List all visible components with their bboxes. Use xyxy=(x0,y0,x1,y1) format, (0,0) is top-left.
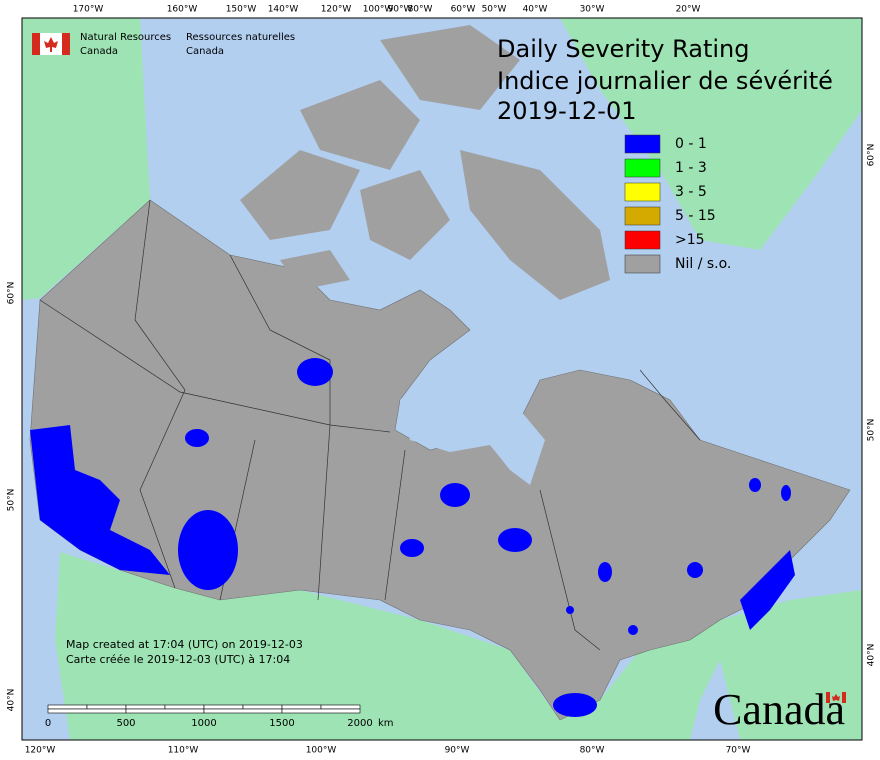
island xyxy=(240,150,360,240)
legend-swatch xyxy=(624,254,661,274)
agency-fr: Canada xyxy=(186,46,224,57)
scale-label: 2000 xyxy=(347,718,372,729)
scale-segment xyxy=(203,704,244,710)
legend-swatch xyxy=(624,230,661,250)
legend-label: 0 - 1 xyxy=(675,136,707,152)
legend-swatch xyxy=(624,206,661,226)
scale-segment xyxy=(320,704,361,710)
island xyxy=(380,25,520,110)
hudson-bay xyxy=(400,370,545,485)
scale-segment xyxy=(242,704,283,710)
canada-mainland xyxy=(29,199,851,721)
longitude-label: 110°W xyxy=(168,746,199,756)
title: Daily Severity Rating xyxy=(497,35,749,63)
legend-swatch xyxy=(624,158,661,178)
agency-fr: Ressources naturelles xyxy=(186,32,295,43)
longitude-label: 80°W xyxy=(408,5,433,15)
longitude-label: 170°W xyxy=(73,5,104,15)
longitude-label: 120°W xyxy=(25,746,56,756)
longitude-label: 70°W xyxy=(726,746,751,756)
greenland xyxy=(560,18,862,250)
longitude-label: 60°W xyxy=(451,5,476,15)
title: Indice journalier de sévérité xyxy=(497,67,833,95)
longitude-label: 40°W xyxy=(523,5,548,15)
island xyxy=(280,250,350,290)
longitude-label: 30°W xyxy=(580,5,605,15)
longitude-label: 100°W xyxy=(306,746,337,756)
scale-segment xyxy=(203,708,283,714)
scale-bar: 0 500 1000 1500 2000 km xyxy=(45,704,394,729)
longitude-label: 160°W xyxy=(167,5,198,15)
longitude-label: 80°W xyxy=(580,746,605,756)
latitude-label: 60°N xyxy=(7,282,17,305)
united-states xyxy=(55,552,862,740)
scale-label: 500 xyxy=(116,718,135,729)
legend: 0 - 1 1 - 3 3 - 5 5 - 15 >15 Nil / s.o. xyxy=(624,134,731,274)
date: 2019-12-01 xyxy=(497,97,636,125)
agency-en: Natural Resources xyxy=(80,32,171,43)
longitude-label: 90°W xyxy=(445,746,470,756)
legend-label: Nil / s.o. xyxy=(675,256,731,272)
legend-label: 5 - 15 xyxy=(675,208,716,224)
legend-label: 1 - 3 xyxy=(675,160,707,176)
agency-en: Canada xyxy=(80,46,118,57)
latitude-label: 50°N xyxy=(867,419,877,442)
logo xyxy=(32,33,70,55)
longitude-label: 90°W xyxy=(388,5,413,15)
wordmark: Canada xyxy=(713,685,845,734)
longitude-label: 140°W xyxy=(268,5,299,15)
latitude-label: 50°N xyxy=(7,489,17,512)
scale-unit: km xyxy=(378,718,394,729)
latitude-label: 40°N xyxy=(867,644,877,667)
credit: Carte créée le 2019-12-03 (UTC) à 17:04 xyxy=(66,653,290,666)
credit: Map created at 17:04 (UTC) on 2019-12-03 xyxy=(66,638,303,651)
latitude-label: 60°N xyxy=(867,144,877,167)
wordmark-flag xyxy=(826,692,846,703)
legend-swatch xyxy=(624,182,661,202)
island xyxy=(300,80,420,170)
scale-segment xyxy=(125,708,205,714)
longitude-label: 150°W xyxy=(226,5,257,15)
legend-swatch xyxy=(624,134,661,154)
baffin-island xyxy=(460,150,610,300)
longitude-label: 120°W xyxy=(321,5,352,15)
legend-label: >15 xyxy=(675,232,705,248)
scale-label: 1500 xyxy=(269,718,294,729)
legend-label: 3 - 5 xyxy=(675,184,707,200)
longitude-label: 100°W xyxy=(363,5,394,15)
scale-segment xyxy=(86,704,127,710)
scale-segment xyxy=(125,704,166,710)
scale-segment xyxy=(281,708,361,714)
scale-segment xyxy=(47,708,127,714)
latitude-label: 40°N xyxy=(7,689,17,712)
scale-segment xyxy=(164,704,205,710)
map-frame xyxy=(21,17,863,741)
scale-segment xyxy=(47,704,88,710)
longitude-label: 20°W xyxy=(676,5,701,15)
severity-areas xyxy=(30,358,795,717)
scale-label: 1000 xyxy=(191,718,216,729)
island xyxy=(360,170,450,260)
scale-segment xyxy=(281,704,322,710)
alaska xyxy=(22,18,150,300)
longitude-label: 50°W xyxy=(482,5,507,15)
scale-label: 0 xyxy=(45,718,51,729)
